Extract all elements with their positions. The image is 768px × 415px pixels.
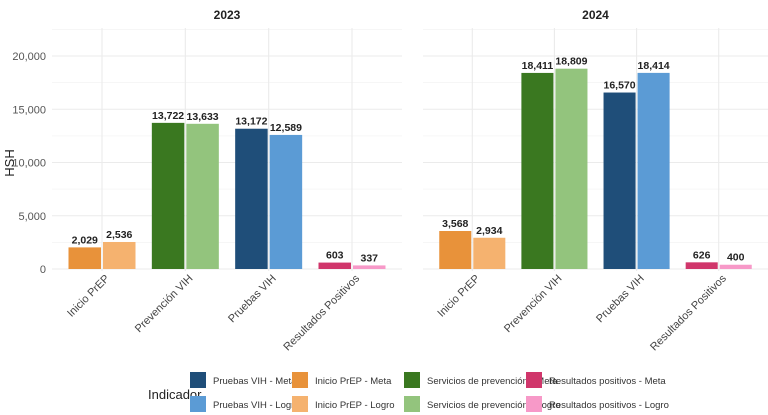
data-label: 13,633 <box>187 111 219 123</box>
chart-panels: 0 5,000 10,000 15,000 20,000 2023 2,029 2,536 13… <box>12 8 768 353</box>
data-label: 16,570 <box>603 80 635 92</box>
bar <box>353 265 386 269</box>
bar <box>186 123 219 269</box>
legend-label: Resultados positivos - Meta <box>549 376 666 387</box>
x-tick-label: Inicio PrEP <box>65 273 112 320</box>
legend-label: Servicios de prevención - Meta <box>427 376 558 387</box>
y-tick-label: 0 <box>40 264 46 276</box>
y-tick-label: 15,000 <box>12 104 46 116</box>
data-label: 13,172 <box>235 116 267 128</box>
legend-label: Servicios de prevención - Logro <box>427 400 561 411</box>
bar <box>521 72 554 269</box>
x-tick-label: Pruebas VIH <box>594 273 647 326</box>
legend-swatch <box>190 372 206 388</box>
data-label: 626 <box>693 249 711 261</box>
bar <box>103 241 136 269</box>
data-label: 13,722 <box>152 110 184 122</box>
bar <box>68 247 101 269</box>
legend-label: Inicio PrEP - Meta <box>315 376 392 387</box>
bar <box>685 262 718 269</box>
bar <box>719 264 752 269</box>
x-tick-label: Resultados Positivos <box>648 272 729 353</box>
data-label: 400 <box>727 252 745 264</box>
legend-swatch <box>404 396 420 412</box>
y-axis-label: HSH <box>2 149 17 176</box>
legend-swatch <box>292 372 308 388</box>
bar <box>235 128 268 269</box>
legend-title: Indicador <box>148 387 202 402</box>
bar <box>269 134 303 269</box>
legend-swatch <box>526 396 542 412</box>
data-label: 18,414 <box>638 60 670 72</box>
legend-label: Resultados positivos - Logro <box>549 400 669 411</box>
legend-swatch <box>526 372 542 388</box>
legend-label: Pruebas VIH - Logro <box>213 400 300 411</box>
bar <box>473 237 506 269</box>
data-label: 337 <box>360 252 378 264</box>
bar <box>318 262 351 269</box>
bar <box>555 68 588 270</box>
legend: Indicador Pruebas VIH - Meta Pruebas VIH … <box>148 372 669 412</box>
bar <box>439 231 472 269</box>
legend-swatch <box>190 396 206 412</box>
x-tick-label: Prevención VIH <box>133 273 196 336</box>
data-label: 2,536 <box>106 229 132 241</box>
data-label: 2,029 <box>72 234 98 246</box>
legend-swatch <box>292 396 308 412</box>
data-label: 18,809 <box>555 56 587 68</box>
x-tick-label: Pruebas VIH <box>226 273 279 326</box>
data-label: 18,411 <box>522 60 554 72</box>
data-label: 603 <box>326 250 344 262</box>
data-label: 12,589 <box>270 122 302 134</box>
bar <box>151 122 185 269</box>
x-tick-label: Inicio PrEP <box>435 273 482 320</box>
x-tick-label: Prevención VIH <box>502 273 565 336</box>
panel-title: 2023 <box>214 8 241 22</box>
panel-2023: 0 5,000 10,000 15,000 20,000 2023 2,029 2,536 13… <box>12 8 402 353</box>
y-tick-label: 10,000 <box>12 158 46 170</box>
bar <box>637 72 670 269</box>
panel-title: 2024 <box>582 8 609 22</box>
data-label: 3,568 <box>442 218 468 230</box>
legend-label: Inicio PrEP - Logro <box>315 400 395 411</box>
data-label: 2,934 <box>476 225 502 237</box>
legend-swatch <box>404 372 420 388</box>
x-tick-label: Resultados Positivos <box>281 272 362 353</box>
y-tick-label: 20,000 <box>12 51 46 63</box>
bar <box>603 92 636 269</box>
legend-label: Pruebas VIH - Meta <box>213 376 297 387</box>
y-tick-label: 5,000 <box>18 211 46 223</box>
